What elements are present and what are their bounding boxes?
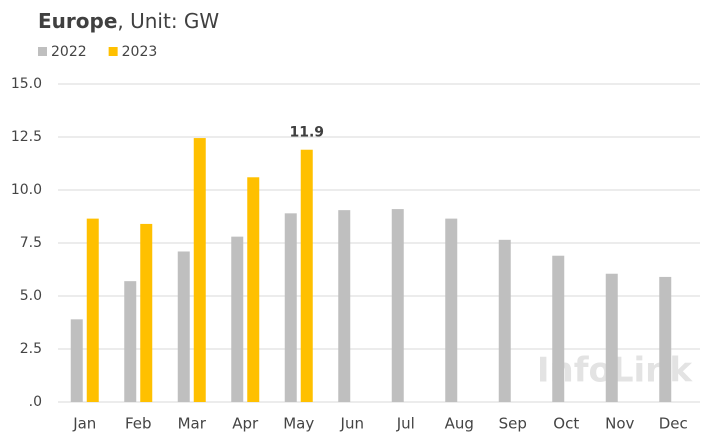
bar: [140, 223, 153, 402]
x-tick-label: Nov: [605, 415, 634, 433]
y-tick-label: 15.0: [11, 76, 42, 92]
bar: [605, 273, 618, 402]
chart-title: Europe, Unit: GW: [38, 9, 219, 33]
bar: [498, 239, 511, 402]
y-tick-label: 7.5: [20, 235, 42, 251]
x-tick-label: Jan: [72, 415, 96, 433]
y-tick-label: 2.5: [20, 341, 42, 357]
bar: [124, 281, 137, 402]
x-tick-label: Jul: [396, 415, 415, 433]
bar: [552, 255, 565, 402]
bar: [193, 138, 206, 402]
x-tick-label: Oct: [553, 415, 579, 433]
bar: [247, 177, 260, 402]
legend-label: 2022: [51, 44, 87, 60]
bar: [70, 319, 83, 402]
legend-swatch: [38, 47, 47, 56]
x-tick-label: Feb: [125, 415, 152, 433]
x-tick-label: Aug: [445, 415, 474, 433]
title-rest: , Unit: GW: [117, 9, 219, 33]
data-label: 11.9: [289, 125, 324, 141]
x-tick-label: Dec: [659, 415, 688, 433]
x-tick-label: Mar: [178, 415, 207, 433]
legend-label: 2023: [122, 44, 158, 60]
bar: [391, 209, 404, 402]
y-tick-label: .0: [29, 394, 42, 410]
bar: [284, 213, 297, 402]
bar: [659, 276, 672, 402]
bar: [86, 218, 99, 402]
y-tick-label: 10.0: [11, 182, 42, 198]
bar: [445, 218, 458, 402]
bar: [338, 210, 351, 402]
bar: [231, 236, 244, 402]
x-tick-label: Sep: [499, 415, 527, 433]
y-tick-label: 5.0: [20, 288, 42, 304]
bar: [177, 251, 190, 402]
x-tick-label: Apr: [232, 415, 259, 433]
y-tick-label: 12.5: [11, 129, 42, 145]
title-bold: Europe: [38, 9, 117, 33]
legend-swatch: [108, 47, 118, 56]
bar: [300, 149, 313, 402]
x-tick-label: Jun: [340, 415, 364, 433]
x-tick-label: May: [283, 415, 314, 433]
